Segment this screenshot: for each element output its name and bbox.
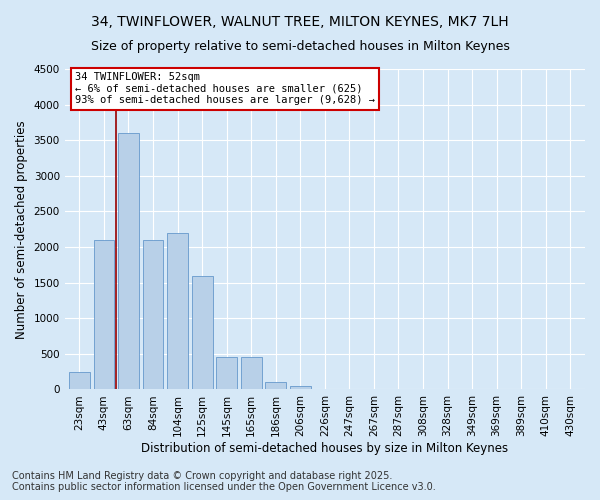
Bar (143, 240, 163, 390)
Bar (167, 233, 188, 390)
Bar (290, 386, 311, 390)
Y-axis label: Number of semi-detached properties: Number of semi-detached properties (15, 120, 28, 338)
Text: Contains HM Land Registry data © Crown copyright and database right 2025.
Contai: Contains HM Land Registry data © Crown c… (12, 471, 436, 492)
Text: 34, TWINFLOWER, WALNUT TREE, MILTON KEYNES, MK7 7LH: 34, TWINFLOWER, WALNUT TREE, MILTON KEYN… (91, 15, 509, 29)
Bar (314, 388, 335, 390)
Bar (69, 372, 90, 390)
X-axis label: Distribution of semi-detached houses by size in Milton Keynes: Distribution of semi-detached houses by … (141, 442, 508, 455)
Text: 34 TWINFLOWER: 52sqm
← 6% of semi-detached houses are smaller (625)
93% of semi-: 34 TWINFLOWER: 52sqm ← 6% of semi-detach… (75, 72, 375, 106)
Bar (118, 133, 139, 390)
Bar (241, 358, 262, 390)
Text: Size of property relative to semi-detached houses in Milton Keynes: Size of property relative to semi-detach… (91, 40, 509, 53)
Bar (216, 358, 237, 390)
Bar (94, 240, 115, 390)
Bar (191, 276, 212, 390)
Bar (265, 382, 286, 390)
